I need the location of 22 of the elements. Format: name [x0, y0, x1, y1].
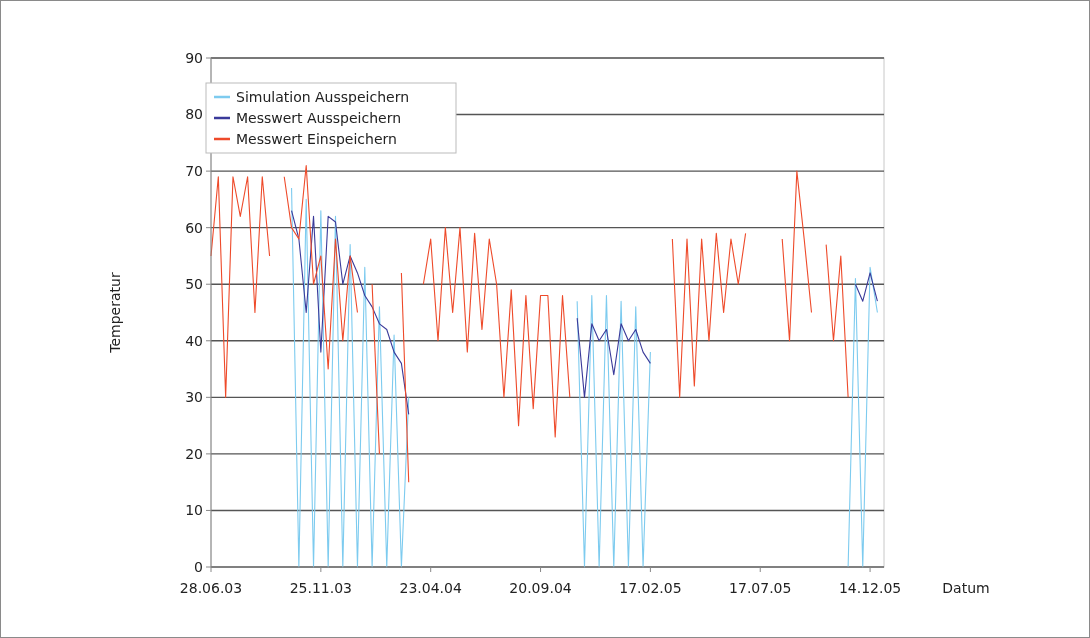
- y-tick-label: 70: [185, 163, 203, 180]
- y-tick-label: 0: [194, 558, 203, 575]
- x-tick-label: 14.12.05: [838, 580, 902, 596]
- legend-label: Simulation Ausspeichern: [236, 88, 410, 105]
- x-tick-label: 20.09.04: [509, 580, 572, 596]
- x-tick-label: 28.06.03: [179, 580, 243, 596]
- x-tick-label: 23.04.04: [399, 580, 462, 596]
- x-axis-title: Datum: [942, 580, 990, 596]
- y-tick-label: 20: [185, 445, 203, 462]
- y-tick-label: 80: [185, 106, 203, 123]
- y-tick-label: 10: [185, 502, 203, 519]
- y-tick-label: 60: [185, 219, 203, 236]
- y-tick-label: 30: [185, 389, 203, 406]
- legend-label: Messwert Einspeichern: [236, 130, 397, 147]
- x-tick-label: 25.11.03: [289, 580, 353, 596]
- y-tick-label: 50: [185, 276, 203, 293]
- legend-label: Messwert Ausspeichern: [236, 109, 402, 126]
- x-tick-label: 17.02.05: [619, 580, 682, 596]
- y-tick-label: 40: [185, 332, 203, 349]
- y-tick-label: 90: [185, 49, 203, 66]
- x-tick-label: 17.07.05: [729, 580, 792, 596]
- y-axis-title: Temperatur: [107, 272, 123, 354]
